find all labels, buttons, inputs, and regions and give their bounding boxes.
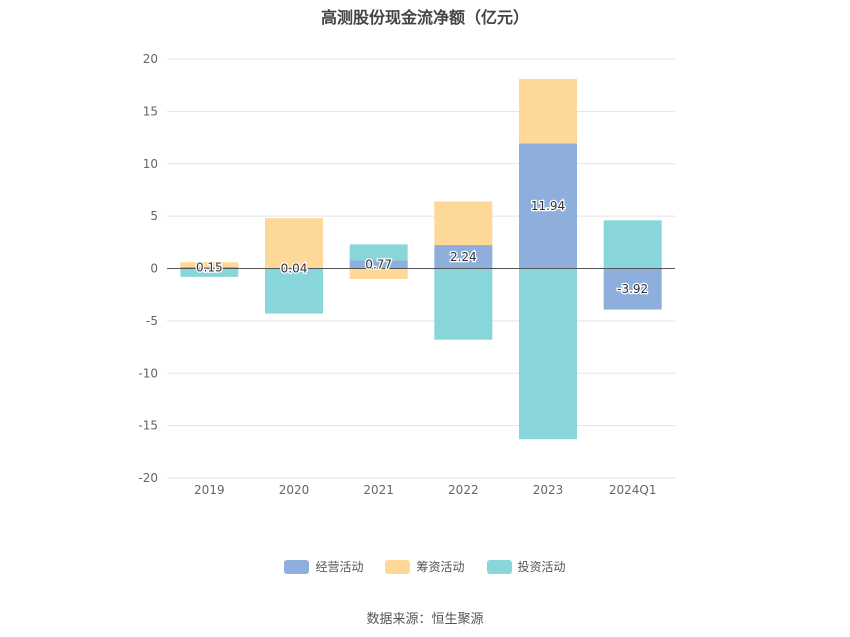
x-tick-label: 2019 xyxy=(194,483,225,497)
bar-segment xyxy=(265,218,323,269)
legend-label: 经营活动 xyxy=(315,560,364,574)
chart-plot: 20 15 10 5 0 -5 -10 -15 -20 0.15 0.04 0.77 2.24 11.9… xyxy=(138,52,675,497)
x-tick-label: 2021 xyxy=(363,483,394,497)
y-tick-label: -10 xyxy=(138,366,158,380)
bar-segment xyxy=(603,220,662,269)
legend-label: 筹资活动 xyxy=(416,560,465,574)
x-tick-label: 2022 xyxy=(448,483,479,497)
y-tick-label: -20 xyxy=(138,471,158,485)
bar-segment xyxy=(519,78,577,144)
bar-segment xyxy=(349,244,408,261)
data-label: 0.77 xyxy=(365,257,392,271)
bar-segment xyxy=(603,268,662,310)
y-axis-ticks: 20 15 10 5 0 -5 -10 -15 -20 xyxy=(138,52,158,485)
bars xyxy=(180,78,662,440)
legend-swatch xyxy=(385,559,411,574)
legend-swatch xyxy=(486,559,512,574)
data-label: 11.94 xyxy=(531,199,565,213)
bar-segment xyxy=(434,201,493,246)
bar-segment xyxy=(180,266,239,269)
y-tick-label: 0 xyxy=(150,262,158,276)
x-tick-label: 2023 xyxy=(533,483,564,497)
bar-segment xyxy=(265,268,323,314)
legend-swatch xyxy=(284,559,310,574)
legend: 经营活动 筹资活动 投资活动 xyxy=(0,558,850,575)
y-tick-label: 20 xyxy=(143,52,158,66)
data-label: -3.92 xyxy=(617,282,648,296)
bar-segment xyxy=(434,268,493,340)
x-tick-label: 2020 xyxy=(279,483,310,497)
x-tick-label: 2024Q1 xyxy=(609,483,657,497)
y-tick-label: 5 xyxy=(150,209,158,223)
legend-item[interactable]: 投资活动 xyxy=(486,558,566,575)
source-note: 数据来源：恒生聚源 xyxy=(366,612,484,627)
bar-segment xyxy=(349,260,408,269)
data-label: 0.15 xyxy=(196,261,223,275)
legend-item[interactable]: 经营活动 xyxy=(284,558,363,575)
bar-segment xyxy=(434,245,493,269)
chart-title: 高测股份现金流净额（亿元） xyxy=(320,8,529,27)
bar-segment xyxy=(519,143,577,269)
bar-segment xyxy=(349,268,408,279)
y-tick-label: 15 xyxy=(143,104,158,118)
bar-segment xyxy=(180,262,239,267)
y-tick-label: -15 xyxy=(138,419,158,433)
data-labels: 0.15 0.04 0.77 2.24 11.94 -3.92 xyxy=(195,198,650,298)
grid-lines xyxy=(167,58,675,479)
x-axis-ticks: 2019 2020 2021 2022 2023 2024Q1 xyxy=(194,483,656,497)
y-tick-label: 10 xyxy=(143,157,158,171)
bar-segment xyxy=(180,268,239,277)
y-tick-label: -5 xyxy=(146,314,158,328)
legend-item[interactable]: 筹资活动 xyxy=(385,558,465,575)
bar-segment xyxy=(519,268,577,440)
legend-label: 投资活动 xyxy=(517,560,566,574)
data-label: 0.04 xyxy=(281,261,308,275)
data-label: 2.24 xyxy=(450,250,477,264)
